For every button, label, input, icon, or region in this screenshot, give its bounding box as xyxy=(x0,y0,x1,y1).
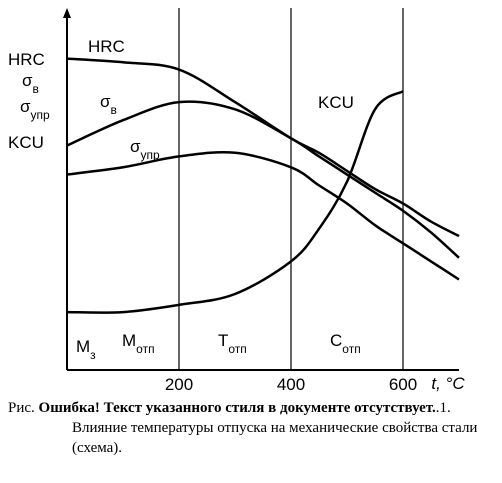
line xyxy=(66,100,460,259)
y-axis-label-base: HRC xyxy=(8,50,45,69)
y-axis-label-base: σ xyxy=(22,71,33,90)
region-label: Cотп xyxy=(330,331,361,356)
region-label-sub: отп xyxy=(136,342,154,356)
y-axis-label: HRC xyxy=(8,50,45,69)
series-label-base: σ xyxy=(130,137,141,156)
caption: Рис. Ошибка! Текст указанного стиля в до… xyxy=(8,398,502,458)
region-label-base: C xyxy=(330,331,342,350)
series-label: σупр xyxy=(130,137,160,162)
series-label: KCU xyxy=(318,93,354,112)
line xyxy=(66,90,404,314)
series-label-sub: в xyxy=(111,103,117,117)
region-label: Tотп xyxy=(218,331,247,356)
region-label: Mз xyxy=(76,337,96,362)
region-label-sub: з xyxy=(90,348,96,362)
y-axis-label-sub: в xyxy=(33,82,39,96)
x-tick-label: 400 xyxy=(277,375,305,394)
y-axis-arrow xyxy=(63,8,71,18)
series-label: σв xyxy=(100,92,117,117)
y-axis-label-base: KCU xyxy=(8,133,44,152)
y-axis-label-base: σ xyxy=(20,97,31,116)
region-label: Mотп xyxy=(122,331,155,356)
series-label-base: KCU xyxy=(318,93,354,112)
series-label-base: HRC xyxy=(88,37,125,56)
series-label-sub: упр xyxy=(141,148,160,162)
y-axis-label: σв xyxy=(22,71,39,96)
region-label-base: M xyxy=(76,337,90,356)
series-label-base: σ xyxy=(100,92,111,111)
x-tick-label: 600 xyxy=(389,375,417,394)
region-label-base: M xyxy=(122,331,136,350)
region-label-sub: отп xyxy=(228,342,246,356)
region-label-base: T xyxy=(218,331,228,350)
x-tick-label: 200 xyxy=(165,375,193,394)
y-axis-label: KCU xyxy=(8,133,44,152)
line xyxy=(66,57,460,238)
caption-error: Ошибка! Текст указанного стиля в докумен… xyxy=(38,400,436,416)
caption-text: .1. Влияние температуры отпуска на механ… xyxy=(72,400,478,456)
line xyxy=(66,151,460,281)
y-axis-label-sub: упр xyxy=(31,108,50,122)
region-label-sub: отп xyxy=(342,342,360,356)
x-axis-label: t, °C xyxy=(431,374,465,393)
y-axis-label: σупр xyxy=(20,97,50,122)
series-label: HRC xyxy=(88,37,125,56)
caption-prefix: Рис. xyxy=(8,400,35,416)
